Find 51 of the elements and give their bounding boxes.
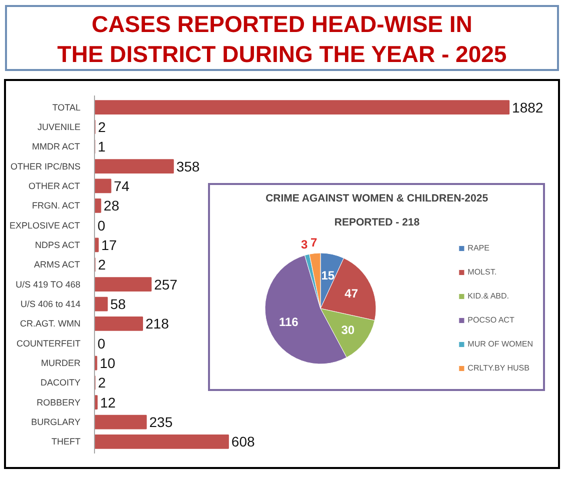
y-tick-label: MMDR ACT — [32, 142, 81, 152]
y-tick-label: OTHER ACT — [28, 180, 81, 191]
data-label: 7 — [310, 236, 318, 250]
y-tick-label: BURGLARY — [31, 417, 81, 428]
data-label: 0 — [98, 335, 106, 352]
y-tick-label: JUVENILE — [37, 122, 80, 132]
y-tick-label: CR.AGT. WMN — [20, 318, 81, 329]
y-tick-label: THEFT — [52, 436, 81, 447]
data-label: 17 — [101, 236, 118, 253]
data-label: 10 — [100, 355, 116, 372]
y-tick-label: OTHER IPC/BNS — [10, 161, 81, 172]
y-tick-label: FRGN. ACT — [32, 200, 81, 211]
y-tick-label: NDPS ACT — [34, 240, 81, 250]
data-label: 58 — [110, 296, 126, 312]
y-tick-label: U/S 419 TO 468 — [16, 279, 80, 290]
data-label: 1 — [98, 138, 106, 155]
data-label: 12 — [100, 394, 116, 410]
y-tick-label: EXPLOSIVE ACT — [9, 220, 81, 230]
data-label: 2 — [98, 374, 106, 391]
data-label: 218 — [146, 316, 170, 332]
data-label: 15 — [321, 268, 335, 282]
chart-subtitle: REPORTED - 218 — [334, 216, 420, 228]
chart-title: CASES REPORTED HEAD-WISE IN THE DISTRICT DURING THE YEAR - 2025 — [57, 10, 507, 69]
data-label: 116 — [278, 315, 299, 330]
data-label: 2 — [98, 256, 106, 273]
legend-label: MUR OF WOMEN — [468, 340, 533, 348]
data-label: 30 — [341, 322, 355, 337]
legend-label: CRLTY.BY HUSB — [468, 364, 530, 372]
data-label: 608 — [231, 434, 255, 450]
y-tick-label: MURDER — [41, 358, 81, 368]
legend-label: MOLST. — [468, 268, 497, 276]
data-label: 47 — [344, 286, 358, 301]
y-tick-label: DACOITY — [40, 378, 81, 388]
data-label: 3 — [301, 237, 308, 252]
y-tick-label: U/S 406 to 414 — [20, 299, 81, 310]
legend-label: RAPE — [468, 244, 490, 252]
data-label: 1882 — [512, 99, 544, 116]
data-label: 2 — [98, 118, 106, 135]
legend-label: POCSO ACT — [468, 316, 514, 324]
y-tick-label: COUNTERFEIT — [16, 338, 81, 348]
y-tick-label: ARMS ACT — [34, 260, 81, 270]
data-label: 28 — [104, 198, 120, 214]
data-label: 257 — [154, 276, 178, 292]
y-tick-label: ROBBERY — [36, 397, 81, 408]
data-label: 0 — [98, 217, 106, 234]
data-label: 358 — [176, 158, 200, 174]
legend-label: KID.& ABD. — [468, 292, 510, 300]
chart-title: CRIME AGAINST WOMEN & CHILDREN-2025 — [266, 192, 488, 204]
data-label: 235 — [149, 414, 173, 430]
data-label: 74 — [114, 178, 130, 194]
y-tick-label: TOTAL — [52, 102, 81, 112]
